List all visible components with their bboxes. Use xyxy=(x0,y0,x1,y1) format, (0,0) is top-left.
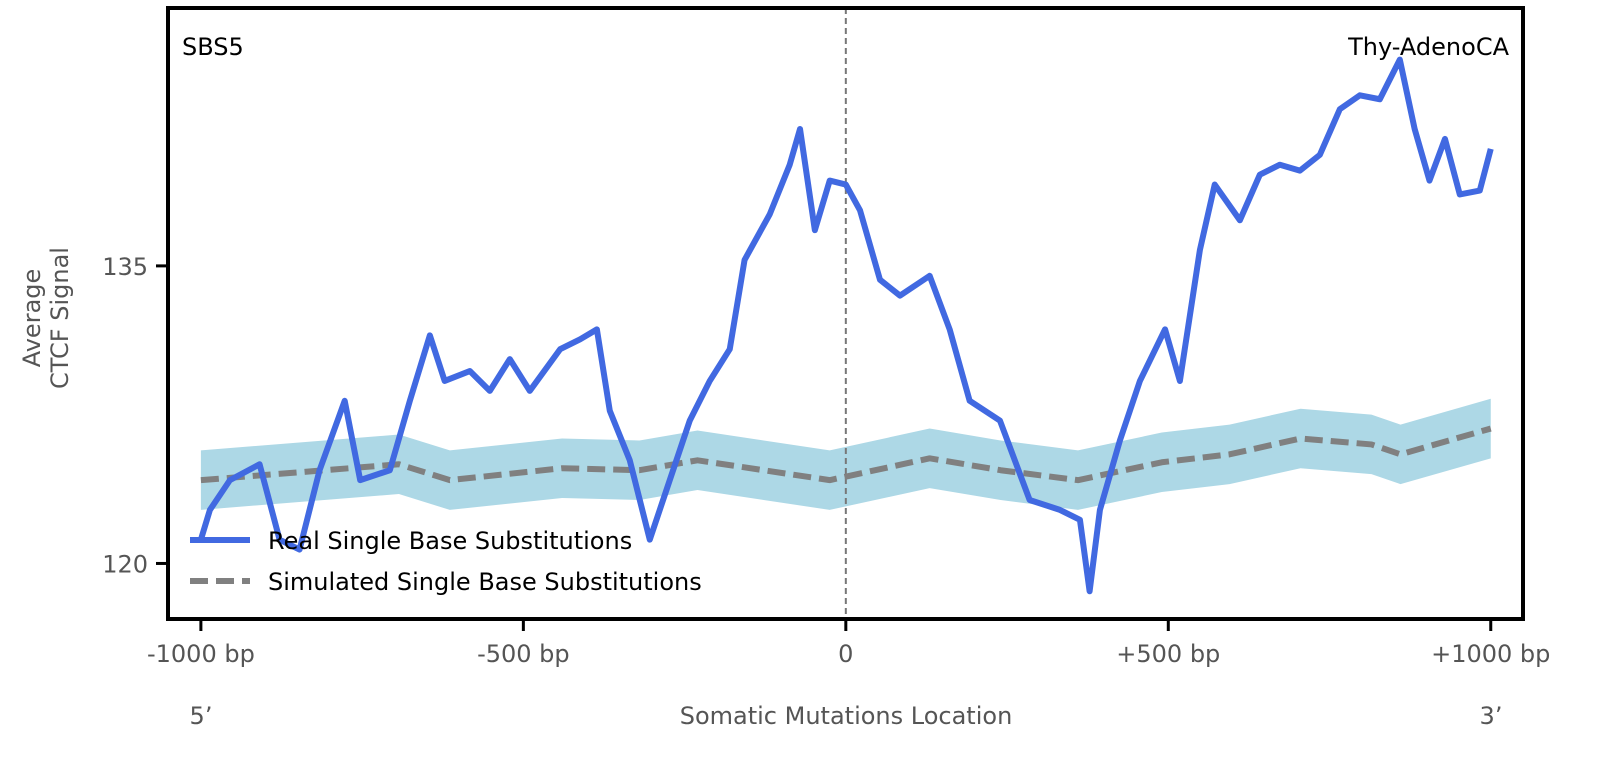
simulated-series-line xyxy=(200,425,1492,484)
x-axis-label: Somatic Mutations Location xyxy=(680,702,1013,730)
legend-simulated-label: Simulated Single Base Substitutions xyxy=(268,568,702,596)
x-tick-label: -500 bp xyxy=(477,640,570,668)
x-tick-label: +1000 bp xyxy=(1431,640,1550,668)
x-tick-label: 0 xyxy=(838,640,853,668)
legend-real-label: Real Single Base Substitutions xyxy=(268,527,632,555)
x-tick-label: +500 bp xyxy=(1116,640,1220,668)
real-series-line xyxy=(198,56,1494,595)
y-tick-label: 120 xyxy=(102,550,148,578)
simulated-confidence-band xyxy=(200,398,1491,510)
y-axis-label-line2: CTCF Signal xyxy=(46,247,74,389)
legend: Real Single Base Substitutions Simulated… xyxy=(190,527,702,596)
five-prime-label: 5’ xyxy=(190,702,213,730)
x-tick-label: -1000 bp xyxy=(147,640,255,668)
signature-label: SBS5 xyxy=(182,33,244,61)
y-axis-label-line1: Average xyxy=(18,269,46,368)
three-prime-label: 3’ xyxy=(1480,702,1503,730)
y-tick-label: 135 xyxy=(102,253,148,281)
cancer-type-label: Thy-AdenoCA xyxy=(1347,33,1509,61)
